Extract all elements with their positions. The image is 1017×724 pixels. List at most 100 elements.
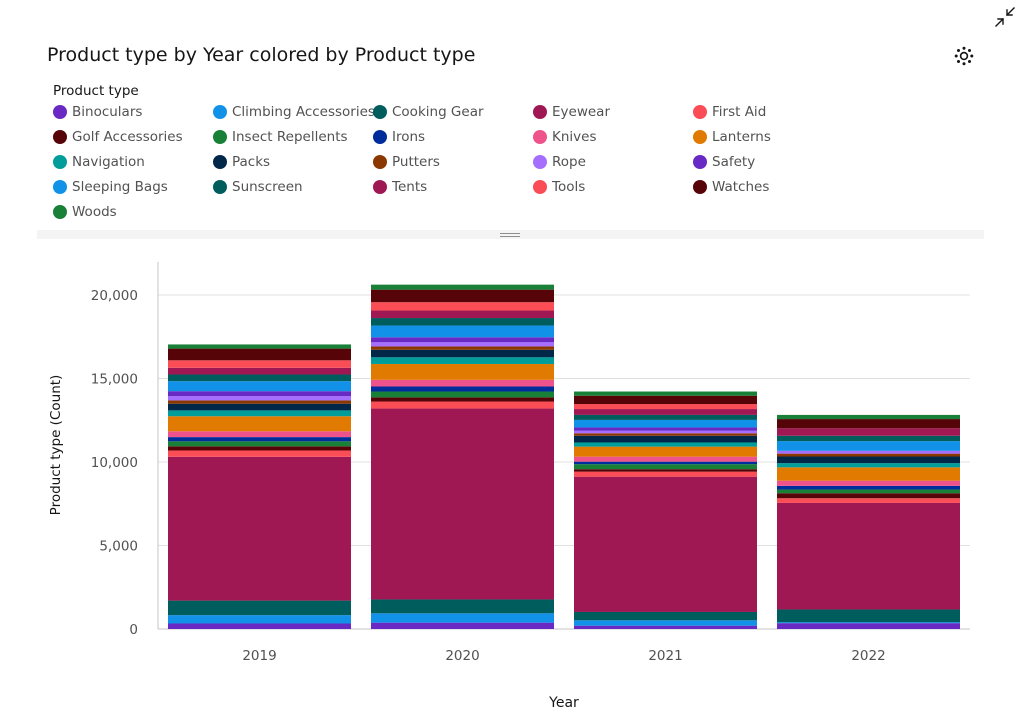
bar-segment[interactable] <box>371 397 554 402</box>
legend-item-putters[interactable]: Putters <box>373 152 440 172</box>
bar-segment[interactable] <box>371 622 554 629</box>
bar-segment[interactable] <box>168 431 351 438</box>
bar-segment[interactable] <box>371 289 554 303</box>
bar-segment[interactable] <box>168 396 351 401</box>
bar-segment[interactable] <box>574 435 757 443</box>
bar-segment[interactable] <box>168 456 351 601</box>
bar-segment[interactable] <box>574 391 757 396</box>
bar-segment[interactable] <box>777 419 960 429</box>
bar-segment[interactable] <box>168 437 351 442</box>
legend-item-watches[interactable]: Watches <box>693 177 769 197</box>
bar-segment[interactable] <box>168 360 351 368</box>
bar-segment[interactable] <box>777 480 960 486</box>
legend-item-irons[interactable]: Irons <box>373 127 425 147</box>
bar-segment[interactable] <box>777 463 960 468</box>
bar-segment[interactable] <box>777 502 960 610</box>
bar-segment[interactable] <box>168 367 351 375</box>
legend-item-sleeping-bags[interactable]: Sleeping Bags <box>53 177 168 197</box>
bar-segment[interactable] <box>371 337 554 343</box>
legend-item-woods[interactable]: Woods <box>53 202 117 222</box>
bar-segment[interactable] <box>168 600 351 616</box>
bar-segment[interactable] <box>371 391 554 398</box>
bar-segment[interactable] <box>371 386 554 392</box>
bar-segment[interactable] <box>371 346 554 350</box>
bar-segment[interactable] <box>777 450 960 454</box>
bar-segment[interactable] <box>574 471 757 477</box>
bar-segment[interactable] <box>168 381 351 392</box>
settings-icon[interactable] <box>953 45 975 67</box>
bar-segment[interactable] <box>371 349 554 358</box>
legend-item-safety[interactable]: Safety <box>693 152 755 172</box>
bar-segment[interactable] <box>168 615 351 624</box>
resize-handle-icon[interactable] <box>500 233 520 237</box>
bar-segment[interactable] <box>168 446 351 451</box>
bar-segment[interactable] <box>574 461 757 465</box>
bar-segment[interactable] <box>574 446 757 457</box>
bar-segment[interactable] <box>574 442 757 447</box>
bar-segment[interactable] <box>574 409 757 415</box>
bar-segment[interactable] <box>168 374 351 382</box>
bar-segment[interactable] <box>777 453 960 457</box>
bar-segment[interactable] <box>371 408 554 600</box>
legend-item-lanterns[interactable]: Lanterns <box>693 127 771 147</box>
legend-item-tents[interactable]: Tents <box>373 177 427 197</box>
bar-segment[interactable] <box>777 489 960 494</box>
bar-segment[interactable] <box>168 348 351 361</box>
bar-segment[interactable] <box>168 416 351 432</box>
bar-segment[interactable] <box>777 609 960 623</box>
bar-segment[interactable] <box>574 427 757 431</box>
bar-segment[interactable] <box>371 613 554 623</box>
legend-item-cooking-gear[interactable]: Cooking Gear <box>373 102 484 122</box>
bar-segment[interactable] <box>371 357 554 364</box>
bar-segment[interactable] <box>574 419 757 428</box>
bar-segment[interactable] <box>168 344 351 349</box>
bar-segment[interactable] <box>574 464 757 470</box>
bar-segment[interactable] <box>574 395 757 405</box>
bar-segment[interactable] <box>777 414 960 420</box>
legend-item-rope[interactable]: Rope <box>533 152 586 172</box>
bar-segment[interactable] <box>574 469 757 472</box>
legend-item-first-aid[interactable]: First Aid <box>693 102 766 122</box>
legend-item-insect-repellents[interactable]: Insect Repellents <box>213 127 348 147</box>
bar-segment[interactable] <box>168 623 351 629</box>
bar-segment[interactable] <box>777 456 960 464</box>
bar-segment[interactable] <box>777 467 960 481</box>
bar-segment[interactable] <box>168 391 351 397</box>
collapse-icon[interactable] <box>994 6 1016 28</box>
legend-item-tools[interactable]: Tools <box>533 177 585 197</box>
bar-segment[interactable] <box>371 599 554 614</box>
bar-segment[interactable] <box>777 498 960 503</box>
bar-segment[interactable] <box>168 403 351 411</box>
bar-segment[interactable] <box>777 623 960 629</box>
bar-segment[interactable] <box>168 450 351 457</box>
bar-segment[interactable] <box>371 379 554 387</box>
bar-segment[interactable] <box>777 441 960 451</box>
bar-segment[interactable] <box>777 485 960 490</box>
bar-segment[interactable] <box>371 284 554 290</box>
bar-segment[interactable] <box>371 325 554 338</box>
bar-segment[interactable] <box>371 318 554 326</box>
legend-item-climbing-accessories[interactable]: Climbing Accessories <box>213 102 375 122</box>
legend-item-binoculars[interactable]: Binoculars <box>53 102 142 122</box>
bar-segment[interactable] <box>168 410 351 417</box>
legend-item-packs[interactable]: Packs <box>213 152 270 172</box>
bar-segment[interactable] <box>168 400 351 404</box>
legend-item-navigation[interactable]: Navigation <box>53 152 145 172</box>
bar-segment[interactable] <box>371 401 554 409</box>
bar-segment[interactable] <box>371 342 554 347</box>
bar-segment[interactable] <box>777 622 960 624</box>
bar-segment[interactable] <box>574 611 757 621</box>
bar-segment[interactable] <box>574 625 757 629</box>
bar-segment[interactable] <box>574 430 757 434</box>
bar-segment[interactable] <box>168 441 351 447</box>
bar-segment[interactable] <box>574 414 757 420</box>
legend-item-golf-accessories[interactable]: Golf Accessories <box>53 127 183 147</box>
legend-item-eyewear[interactable]: Eyewear <box>533 102 610 122</box>
bar-segment[interactable] <box>371 310 554 319</box>
bar-segment[interactable] <box>777 428 960 436</box>
bar-segment[interactable] <box>574 456 757 462</box>
bar-segment[interactable] <box>777 493 960 499</box>
bar-segment[interactable] <box>371 302 554 311</box>
bar-segment[interactable] <box>371 363 554 380</box>
bar-segment[interactable] <box>574 404 757 410</box>
